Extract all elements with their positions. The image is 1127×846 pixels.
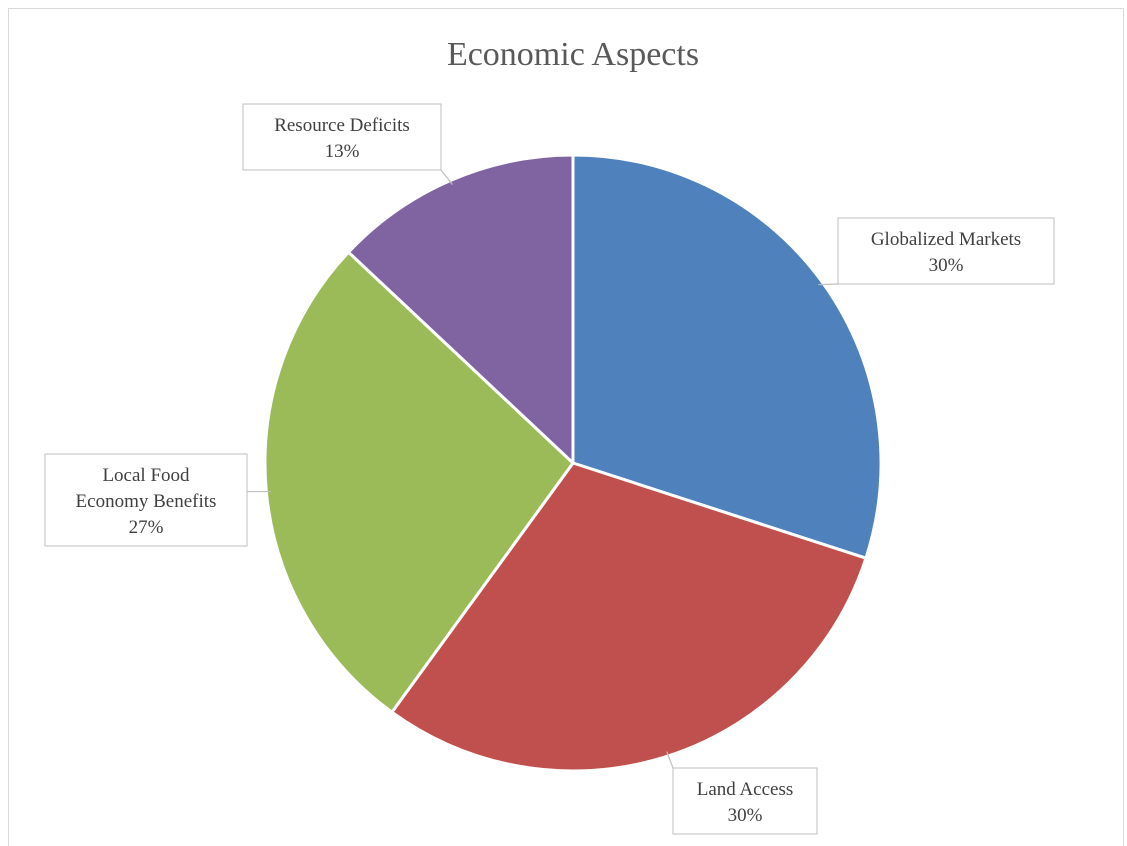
data-label-globalized-markets: Globalized Markets 30% <box>837 217 1055 285</box>
data-label-value: 30% <box>929 255 964 276</box>
leader-line-globalized-markets <box>818 283 839 286</box>
data-labels: Globalized Markets 30% Land Access 30% Local… <box>44 103 1055 835</box>
data-label-category: Globalized Markets <box>871 229 1021 250</box>
leader-line-land-access <box>666 751 674 769</box>
leader-line-resource-deficits <box>440 169 453 185</box>
data-label-category: Land Access <box>697 779 794 800</box>
data-label-box <box>44 453 248 547</box>
data-label-value: 30% <box>728 805 763 826</box>
data-label-resource-deficits: Resource Deficits 13% <box>242 103 442 171</box>
pie-slice-resource-deficits <box>346 153 575 465</box>
data-label-box <box>672 767 818 835</box>
data-label-box <box>242 103 442 171</box>
data-label-land-access: Land Access 30% <box>672 767 818 835</box>
chart-area-border <box>8 8 1124 846</box>
data-label-box <box>837 217 1055 285</box>
data-label-category: Economy Benefits <box>76 491 217 512</box>
chart-title: Economic Aspects <box>447 36 699 73</box>
data-label-local-food-economy-benefits: Local Food Economy Benefits 27% <box>44 453 248 547</box>
data-label-value: 27% <box>129 517 164 538</box>
label-leader-lines <box>247 169 839 769</box>
pie-slices <box>263 153 883 773</box>
data-label-category: Resource Deficits <box>274 115 410 136</box>
data-label-value: 13% <box>325 141 360 162</box>
data-label-category: Local Food <box>102 465 190 486</box>
pie-slice-globalized-markets <box>571 153 883 560</box>
